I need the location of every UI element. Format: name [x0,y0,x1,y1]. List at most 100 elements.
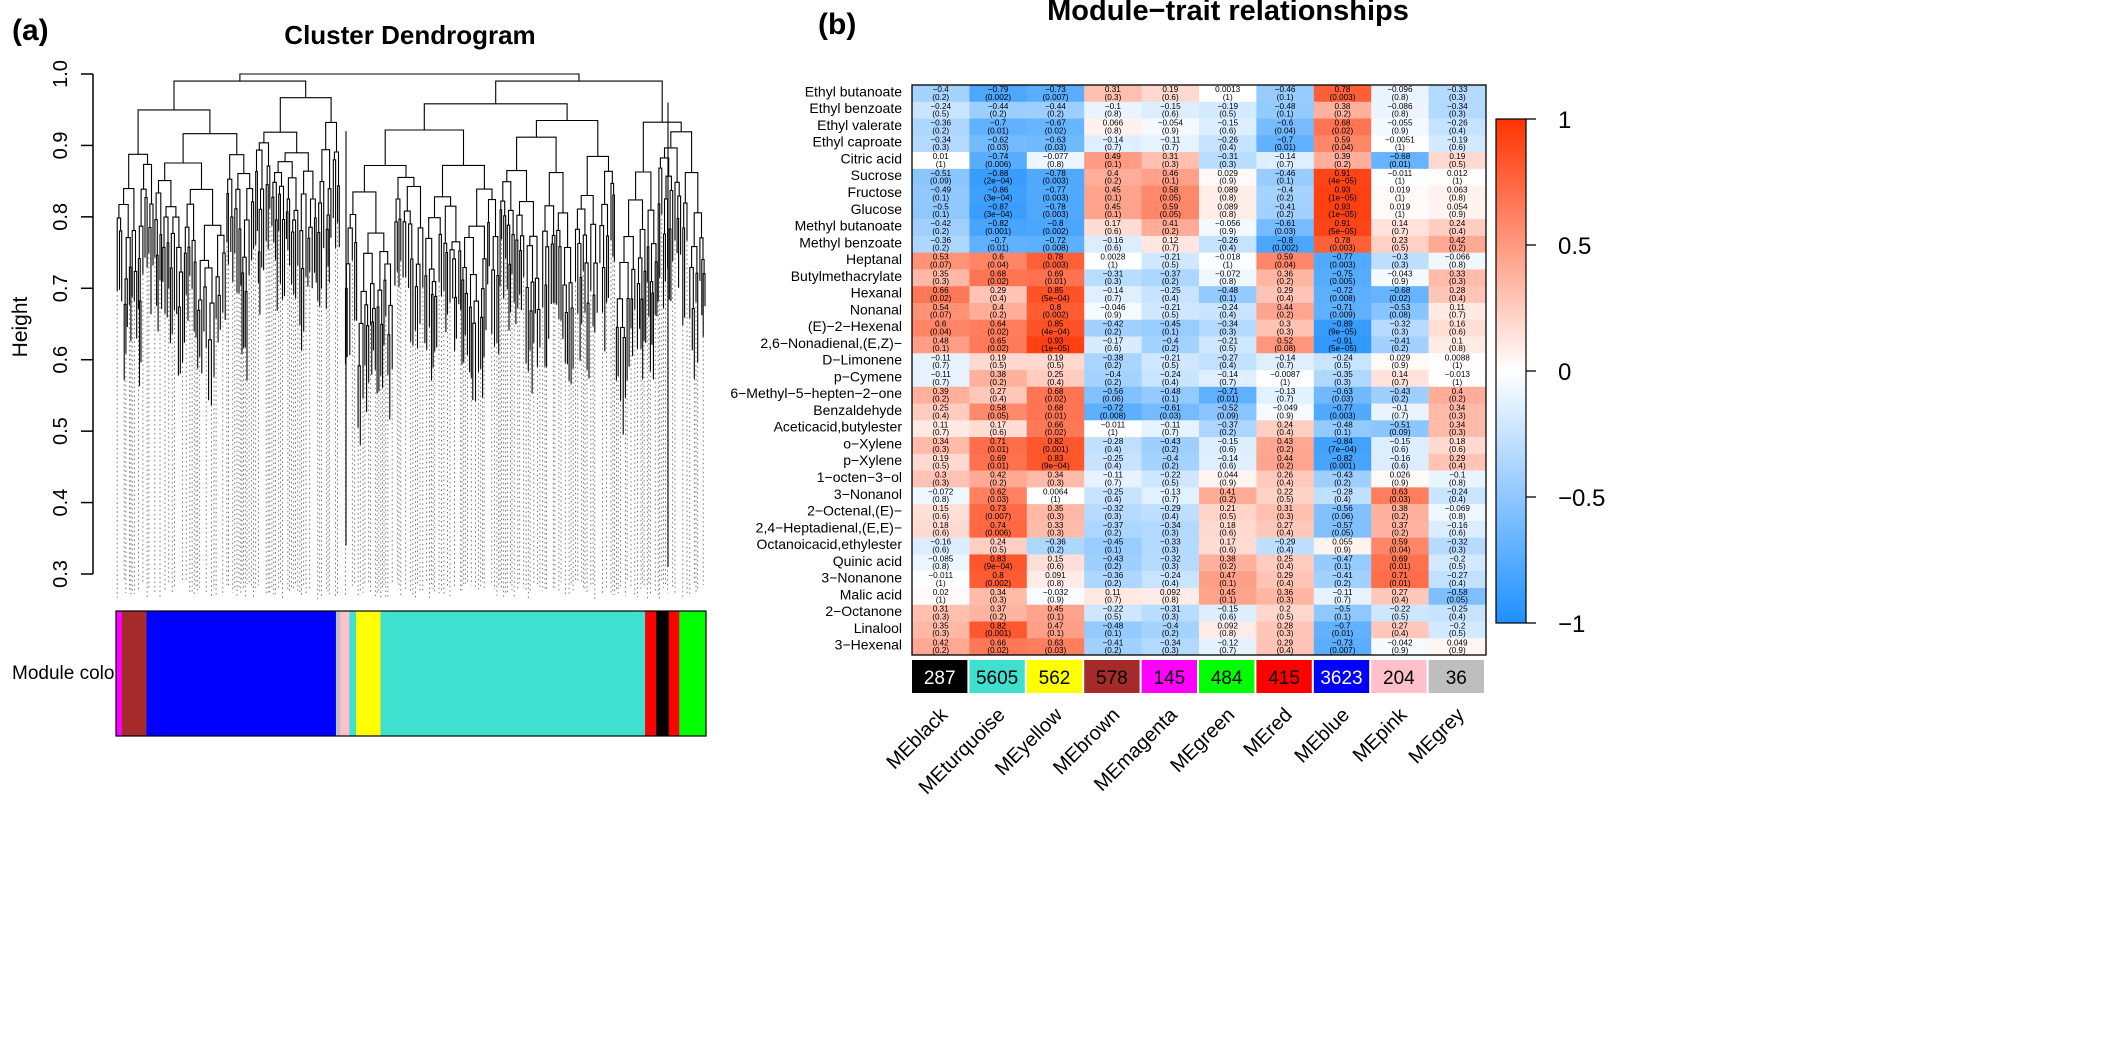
heatmap-cell-correlation: 0.14 [1392,370,1408,379]
heatmap-cell-pvalue: (0.001) [1043,445,1069,454]
heatmap-cell-correlation: −0.63 [1045,135,1066,144]
heatmap-cell [1141,571,1200,589]
heatmap-cell-correlation: −0.16 [930,538,951,547]
heatmap-cell [1313,453,1372,471]
heatmap-cell [1026,621,1085,639]
heatmap-cell-correlation: −0.72 [1103,404,1124,413]
heatmap-cell-pvalue: (0.2) [1162,277,1179,286]
heatmap-cell [1084,302,1142,321]
heatmap-row-label: 3−Nonanone [821,570,902,586]
heatmap-cell-pvalue: (0.2) [1277,210,1294,219]
heatmap-cell-correlation: −0.43 [1390,387,1411,396]
heatmap-cell-correlation: 0.74 [990,521,1006,530]
heatmap-cell [1084,470,1142,488]
heatmap-cell-pvalue: (0.9) [1219,478,1236,487]
heatmap-row-label: Sucrose [851,167,903,183]
heatmap-cell [1026,219,1085,237]
heatmap-cell-pvalue: (0.3) [1162,160,1179,169]
module-size-swatch [1428,660,1484,693]
heatmap-cell [1256,168,1315,186]
heatmap-cell-correlation: 0.044 [1217,471,1238,480]
dendrogram-y-axis: 1.0 0.9 0.8 0.7 0.6 0.5 0.4 0.3 [50,60,94,588]
heatmap-cell-pvalue: (0.3) [1104,512,1121,521]
heatmap-cell [1371,101,1429,119]
heatmap-cell-correlation: −0.11 [931,370,952,379]
heatmap-cell-pvalue: (0.5) [990,545,1007,554]
heatmap-cell [1428,219,1487,237]
heatmap-cell [1256,587,1315,606]
heatmap-cell [1428,504,1487,522]
heatmap-cell-pvalue: (0.3) [1277,327,1294,336]
heatmap-cell-correlation: −0.42 [1103,320,1124,329]
heatmap-row-label: Benzaldehyde [813,402,902,418]
heatmap-cell-correlation: 0.37 [990,605,1006,614]
heatmap-cell-pvalue: (0.3) [1391,327,1408,336]
heatmap-cell [1256,152,1315,170]
heatmap-cell-pvalue: (0.01) [1045,411,1067,420]
heatmap-cell-correlation: 0.29 [1277,638,1293,647]
heatmap-cell-correlation: −0.49 [930,186,951,195]
heatmap-cell [1084,370,1142,388]
heatmap-cell [1084,269,1142,287]
dendrogram-y-label: Height [9,296,32,357]
heatmap-cell [1428,537,1487,555]
heatmap-cell [1371,269,1429,287]
heatmap-cell-pvalue: (0.003) [1330,93,1356,102]
heatmap-cell-correlation: 0.31 [1277,504,1293,513]
heatmap-cell-correlation: 0.44 [1277,454,1293,463]
heatmap-cell-correlation: −0.12 [1217,638,1238,647]
heatmap-row-label: D−Limonene [822,352,902,368]
heatmap-cell [1313,302,1372,321]
heatmap-cell-pvalue: (0.2) [1047,545,1064,554]
heatmap-cell-correlation: −0.19 [1217,102,1238,111]
heatmap-cell [1084,286,1142,304]
module-color-band [335,611,341,736]
heatmap-cell-correlation: 0.026 [1390,471,1411,480]
heatmap-cell-pvalue: (1) [1452,177,1462,186]
heatmap-cell-pvalue: (0.006) [985,529,1011,538]
heatmap-cell [1428,487,1487,505]
heatmap-cell [1084,386,1142,404]
heatmap-cell-pvalue: (0.2) [1277,445,1294,454]
heatmap-cell-correlation: −0.77 [1332,253,1353,262]
heatmap-cell-correlation: 0.66 [1048,420,1064,429]
heatmap-row-label: (E)−2−Hexenal [808,318,902,334]
heatmap-cell [1141,319,1200,337]
heatmap-cell-correlation: 0.0088 [1445,353,1470,362]
colorbar-tick-label: 0 [1558,359,1571,386]
heatmap-cell [1141,370,1200,388]
heatmap-cell-correlation: −0.13 [1160,487,1181,496]
heatmap-cell-correlation: −0.21 [1160,353,1181,362]
module-color-band [668,611,680,736]
heatmap-cell [912,604,970,622]
heatmap-cell [1141,403,1200,421]
heatmap-cell-correlation: 0.38 [1335,102,1351,111]
colorbar: 1 0.5 0 −0.5 −1 [1495,107,1605,638]
heatmap-cell [1199,319,1257,337]
heatmap-cell-pvalue: (0.7) [1277,395,1294,404]
heatmap-cell-correlation: 0.38 [1392,504,1408,513]
heatmap-cell-correlation: 0.45 [1105,186,1121,195]
heatmap-cell-correlation: −0.25 [1103,487,1124,496]
heatmap-cell [1141,235,1200,254]
heatmap-row-label: p−Cymene [834,368,902,384]
heatmap-cell-pvalue: (0.09) [1389,428,1411,437]
heatmap-cell-pvalue: (0.7) [1391,227,1408,236]
heatmap-cell-pvalue: (0.8) [1104,110,1121,119]
heatmap-cell [1026,135,1085,153]
heatmap-cell-pvalue: (0.8) [1162,596,1179,605]
module-size-swatch [1313,660,1370,693]
heatmap-cell-pvalue: (0.6) [1391,445,1408,454]
heatmap-cell [1199,453,1257,471]
heatmap-cell [1428,252,1487,270]
heatmap-cell-correlation: 0.83 [990,554,1006,563]
heatmap-cell-pvalue: (0.1) [932,193,949,202]
heatmap-cell-correlation: −0.36 [930,119,951,128]
heatmap-cell-pvalue: (0.09) [1217,411,1239,420]
heatmap-cell-correlation: 0.012 [1447,169,1468,178]
heatmap-cell [1084,168,1142,186]
heatmap-cell-pvalue: (2e−04) [984,177,1013,186]
heatmap-cell-pvalue: (0.5) [1162,260,1179,269]
heatmap-cell [1026,302,1085,321]
